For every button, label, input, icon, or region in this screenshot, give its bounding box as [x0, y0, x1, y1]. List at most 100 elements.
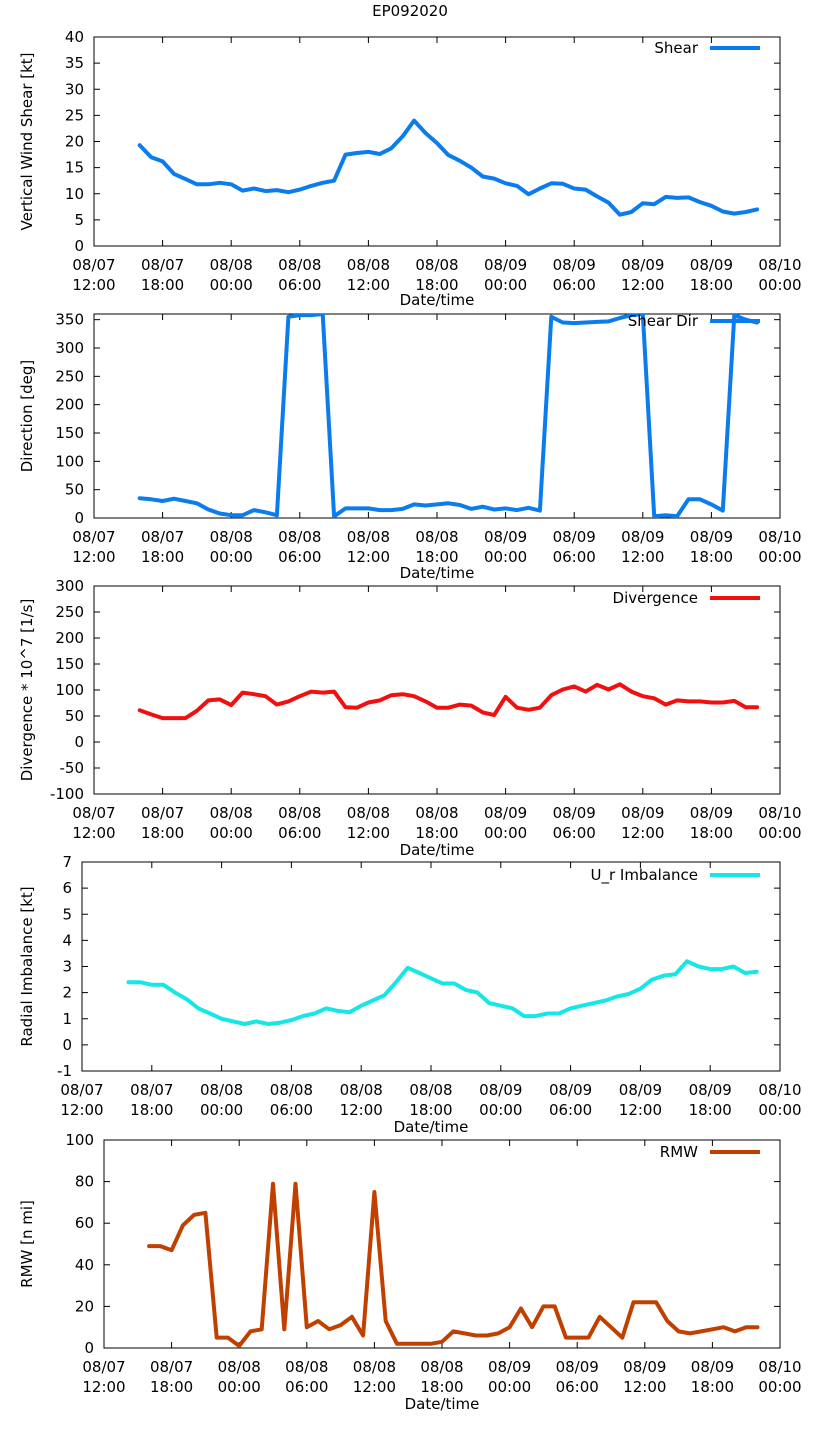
x-axis-label: Date/time	[400, 564, 475, 582]
y-tick-label: 250	[55, 367, 84, 385]
x-tick-label-date: 08/07	[72, 528, 115, 546]
plot-frame	[93, 313, 781, 519]
x-tick-label-date: 08/09	[621, 804, 664, 822]
x-tick-label-date: 08/07	[141, 256, 184, 274]
y-tick-label: 300	[55, 577, 84, 595]
y-tick-label: 0	[74, 509, 84, 527]
x-tick-label-date: 08/08	[353, 1358, 396, 1376]
chart-panel-4: -1 0 1 2 3 4 5 6 7 08/07 12:00 08/07 18:00 08/08 00:00…	[18, 853, 802, 1136]
y-axis-label: Vertical Wind Shear [kt]	[18, 52, 36, 230]
x-tick-label-date: 08/10	[758, 528, 801, 546]
x-tick-label-date: 08/07	[130, 1081, 173, 1099]
x-tick-label-time: 18:00	[690, 276, 733, 294]
x-tick-label-date: 08/08	[270, 1081, 313, 1099]
x-tick-label-time: 12:00	[623, 1378, 666, 1396]
x-tick-label-time: 06:00	[278, 276, 321, 294]
x-tick-label-date: 08/10	[758, 804, 801, 822]
x-tick-label-time: 12:00	[347, 548, 390, 566]
x-tick-label-date: 08/08	[347, 256, 390, 274]
y-tick-label: 35	[65, 54, 84, 72]
y-tick-label: -1	[57, 1062, 72, 1080]
y-tick-label: 6	[62, 879, 72, 897]
y-tick-label: 250	[55, 603, 84, 621]
y-axis-label: Direction [deg]	[18, 360, 36, 473]
x-tick-label-date: 08/09	[553, 256, 596, 274]
x-tick-label-time: 00:00	[210, 548, 253, 566]
x-tick-label-time: 18:00	[150, 1378, 193, 1396]
x-tick-label-time: 18:00	[130, 1101, 173, 1119]
x-tick-label-time: 06:00	[553, 824, 596, 842]
y-tick-label: 100	[65, 1131, 94, 1149]
x-tick-label-date: 08/10	[758, 1081, 801, 1099]
x-tick-label-time: 00:00	[210, 276, 253, 294]
x-tick-label-time: 00:00	[484, 276, 527, 294]
x-tick-label-date: 08/07	[141, 804, 184, 822]
x-tick-label-time: 00:00	[200, 1101, 243, 1119]
x-tick-label-time: 06:00	[285, 1378, 328, 1396]
x-tick-label-time: 06:00	[270, 1101, 313, 1119]
x-tick-label-date: 08/09	[621, 528, 664, 546]
x-tick-label-date: 08/08	[409, 1081, 452, 1099]
x-tick-label-time: 18:00	[420, 1378, 463, 1396]
x-tick-label-date: 08/10	[758, 256, 801, 274]
x-tick-label-time: 00:00	[484, 548, 527, 566]
y-tick-label: 5	[62, 905, 72, 923]
series-line-rmw	[147, 1181, 760, 1348]
x-tick-label-date: 08/09	[690, 256, 733, 274]
x-tick-label-time: 18:00	[689, 1101, 732, 1119]
x-tick-label-date: 08/08	[340, 1081, 383, 1099]
x-tick-label-time: 12:00	[621, 824, 664, 842]
series-line-shear	[137, 118, 760, 217]
series-line-divergence	[137, 682, 760, 721]
y-tick-label: 50	[65, 481, 84, 499]
x-tick-label-time: 12:00	[619, 1101, 662, 1119]
x-tick-label-time: 18:00	[141, 548, 184, 566]
x-tick-label-time: 12:00	[621, 548, 664, 566]
y-tick-label: 7	[62, 853, 72, 871]
x-tick-label-date: 08/09	[484, 528, 527, 546]
y-tick-label: 350	[55, 311, 84, 329]
x-tick-label-time: 12:00	[82, 1378, 125, 1396]
series-line-shear-dir	[137, 314, 760, 518]
x-tick-label-time: 18:00	[415, 824, 458, 842]
y-tick-label: 0	[74, 237, 84, 255]
x-tick-label-time: 06:00	[553, 548, 596, 566]
x-tick-label-time: 18:00	[690, 548, 733, 566]
x-tick-label-date: 08/09	[553, 528, 596, 546]
x-tick-label-date: 08/08	[278, 256, 321, 274]
x-tick-label-date: 08/09	[689, 1081, 732, 1099]
x-tick-label-time: 00:00	[218, 1378, 261, 1396]
x-tick-label-time: 12:00	[347, 276, 390, 294]
legend-label: Shear	[654, 39, 698, 57]
y-tick-label: 50	[65, 707, 84, 725]
x-tick-label-date: 08/08	[285, 1358, 328, 1376]
x-tick-label-date: 08/09	[690, 804, 733, 822]
x-tick-label-time: 00:00	[758, 824, 801, 842]
x-tick-label-date: 08/09	[556, 1358, 599, 1376]
x-tick-label-date: 08/10	[758, 1358, 801, 1376]
x-tick-label-date: 08/08	[278, 528, 321, 546]
x-tick-label-time: 12:00	[72, 276, 115, 294]
legend-label: Divergence	[613, 589, 698, 607]
legend-label: U_r Imbalance	[590, 866, 698, 885]
x-tick-label-time: 12:00	[340, 1101, 383, 1119]
plot-frame	[103, 1139, 781, 1349]
x-tick-label-time: 18:00	[690, 824, 733, 842]
x-tick-label-time: 12:00	[72, 548, 115, 566]
y-tick-label: 60	[75, 1214, 94, 1232]
x-tick-label-time: 06:00	[278, 548, 321, 566]
x-axis-label: Date/time	[394, 1118, 469, 1136]
x-tick-label-date: 08/08	[278, 804, 321, 822]
x-tick-label-date: 08/09	[623, 1358, 666, 1376]
x-tick-label-date: 08/07	[141, 528, 184, 546]
y-tick-label: -50	[60, 759, 85, 777]
x-tick-label-time: 12:00	[621, 276, 664, 294]
x-tick-label-date: 08/08	[415, 804, 458, 822]
x-tick-label-time: 00:00	[758, 1378, 801, 1396]
x-tick-label-date: 08/09	[484, 256, 527, 274]
y-tick-label: 80	[75, 1173, 94, 1191]
y-tick-label: 40	[75, 1256, 94, 1274]
y-tick-label: 3	[62, 958, 72, 976]
x-tick-label-date: 08/09	[621, 256, 664, 274]
